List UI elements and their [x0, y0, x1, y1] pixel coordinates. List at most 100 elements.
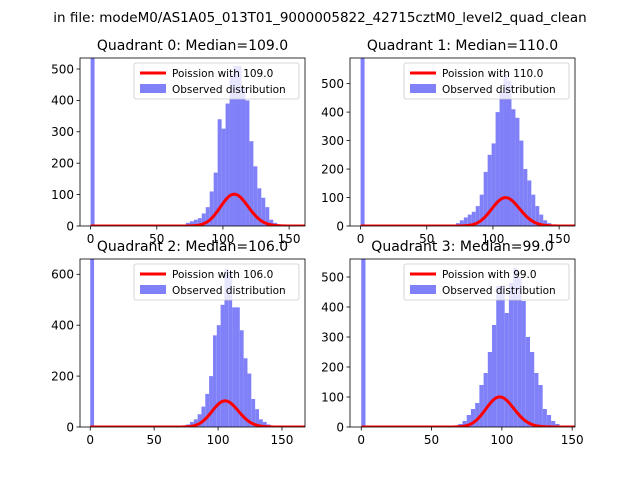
histogram-bar	[262, 421, 267, 427]
x-tick-label: 150	[561, 433, 584, 447]
quadrant-1-panel: 0 50 100 150 0 100 200 300 400 500 Quadrant 1: Med…	[321, 38, 576, 246]
histogram-bar	[507, 80, 512, 226]
axes-frame	[349, 57, 576, 227]
x-tick-label: 0	[86, 433, 94, 447]
plot-area	[360, 259, 575, 427]
histogram-bar	[483, 171, 488, 226]
y-tick-label: 100	[51, 188, 74, 202]
plot-area	[359, 58, 575, 226]
plot-area	[89, 259, 305, 427]
legend-hist-label: Observed distribution	[442, 84, 556, 96]
histogram-bar	[471, 211, 476, 226]
x-tick-label: 0	[357, 232, 365, 246]
y-tick-label: 200	[51, 369, 74, 383]
x-tick-label: 50	[149, 232, 164, 246]
legend-fit-label: Poission with 110.0	[442, 68, 543, 80]
histogram-bar	[487, 352, 493, 427]
histogram-bar	[459, 220, 464, 226]
x-tick-label: 150	[548, 232, 571, 246]
histogram-bar	[517, 277, 522, 427]
histogram-bar	[185, 222, 190, 226]
legend-hist-swatch	[140, 285, 166, 294]
histogram-bar	[535, 206, 540, 226]
histogram-bar	[479, 194, 484, 226]
y-tick-label: 0	[66, 219, 74, 233]
legend-fit-label: Poission with 109.0	[172, 68, 273, 80]
histogram-bar	[467, 214, 472, 226]
x-tick-label: 150	[271, 433, 294, 447]
x-tick-label: 100	[211, 232, 234, 246]
legend-box	[133, 62, 300, 100]
histogram-bar	[483, 373, 488, 427]
histogram-bar	[245, 100, 250, 226]
histogram-bar	[213, 172, 218, 226]
histogram-bar	[217, 119, 222, 226]
y-tick-label: 300	[51, 125, 74, 139]
histogram-bar	[241, 87, 246, 226]
legend-box	[133, 263, 300, 301]
axes-frame	[79, 57, 306, 227]
x-tick-label: 50	[419, 232, 434, 246]
histogram-bar	[496, 286, 501, 427]
legend-hist-label: Observed distribution	[172, 285, 286, 297]
histogram-bar	[462, 421, 467, 427]
x-tick-label: 50	[147, 433, 162, 447]
histogram-bar	[503, 75, 508, 226]
x-tick-label: 100	[490, 433, 513, 447]
y-tick-label: 0	[66, 420, 74, 434]
histogram-bar	[197, 218, 202, 226]
y-tick-label: 300	[321, 134, 344, 148]
y-tick-label: 300	[321, 330, 344, 344]
y-tick-label: 400	[321, 105, 344, 119]
histogram-bar	[189, 221, 194, 226]
histogram-bar	[212, 335, 217, 427]
histogram-bar	[551, 421, 556, 427]
histogram-bar	[515, 117, 520, 226]
histogram-bar	[530, 352, 535, 427]
y-tick-label: 0	[336, 219, 344, 233]
y-tick-label: 200	[321, 360, 344, 374]
y-tick-label: 500	[321, 77, 344, 91]
histogram-bar	[491, 143, 496, 226]
x-tick-label: 0	[87, 232, 95, 246]
legend-fit-label: Poission with 99.0	[442, 269, 537, 281]
histogram-bar	[511, 109, 516, 226]
legend: Poission with 109.0 Observed distribution	[133, 62, 300, 100]
quadrant-2-panel: 0 50 100 150 0 200 400 600 Quadrant 2: Median=10…	[51, 239, 306, 447]
histogram-bar	[265, 207, 270, 226]
histogram-bar	[495, 112, 500, 226]
histogram-bar	[546, 415, 552, 427]
histogram-bar	[228, 271, 233, 427]
figure-suptitle: in file: modeM0/AS1A05_013T01_9000005822…	[53, 10, 586, 26]
histogram-bar	[232, 307, 236, 427]
y-tick-label: 500	[51, 62, 74, 76]
histogram-bar	[197, 414, 202, 427]
histogram-bar	[508, 283, 514, 427]
poisson-fit-line	[89, 399, 305, 427]
histogram-bar	[201, 213, 206, 226]
x-tick-label: 50	[424, 433, 439, 447]
histogram-bar	[504, 313, 509, 427]
quadrant-2-title: Quadrant 2: Median=106.0	[97, 239, 288, 255]
y-tick-label: 500	[321, 270, 344, 284]
quadrant-1-title: Quadrant 1: Median=110.0	[367, 38, 558, 54]
x-tick-label: 100	[481, 232, 504, 246]
histogram-bar	[205, 393, 210, 427]
histogram-bar	[239, 330, 244, 427]
histogram-bar	[201, 406, 206, 427]
histogram-bar	[251, 399, 256, 427]
histogram-bar	[221, 128, 226, 226]
histogram-bar	[216, 325, 221, 427]
y-tick-label: 100	[321, 191, 344, 205]
poisson-fit-line	[89, 192, 305, 226]
legend-box	[403, 62, 570, 100]
plot-area	[89, 58, 305, 226]
histogram-bar	[261, 197, 266, 226]
histogram-bar	[269, 219, 274, 226]
histogram-bar	[521, 301, 526, 427]
histogram-bar	[225, 103, 230, 226]
histogram-bar	[233, 65, 238, 226]
histogram-bar	[258, 419, 263, 427]
histogram-bar	[229, 75, 234, 226]
